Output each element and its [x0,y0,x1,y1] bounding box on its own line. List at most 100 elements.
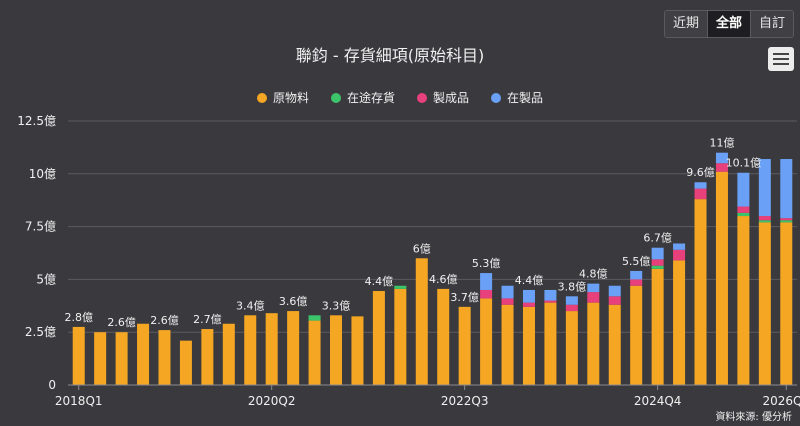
bar-segment [137,323,150,385]
bar-segment [737,172,750,207]
data-label: 6億 [413,242,431,255]
bar-segment [651,265,664,269]
bar-segment [394,285,407,289]
data-label: 3.7億 [450,291,479,304]
bar-segment [651,247,664,260]
bar-segment [480,298,493,385]
legend-item-wip[interactable]: 在製品 [491,89,543,106]
data-label: 4.4億 [515,274,544,287]
bar-segment [694,182,707,189]
bar-segment [758,220,771,223]
menu-line [773,53,789,55]
bar-segment [608,285,621,297]
bar-segment [158,330,171,385]
bar-segment [565,304,578,312]
bar-segment [758,216,771,221]
bar-segment [651,259,664,266]
bar-segment [715,163,728,172]
y-tick-label: 5億 [36,272,56,286]
bar-segment [630,285,643,385]
data-label: 3.8億 [558,280,587,293]
x-tick-label: 2020Q2 [248,394,296,408]
y-tick-label: 7.5億 [25,220,56,234]
bar-segment [222,323,235,385]
x-tick-label: 2024Q4 [634,394,682,408]
legend-item-finished[interactable]: 製成品 [417,89,469,106]
bar-segment [565,311,578,385]
bar-segment [330,315,343,385]
data-label: 9.6億 [686,166,715,179]
y-tick-label: 2.5億 [25,325,56,339]
bar-segment [522,306,535,385]
bar-segment [351,316,364,385]
x-tick-label: 2022Q3 [441,394,489,408]
bar-segment [587,292,600,303]
bar-segment [758,222,771,385]
legend-dot-in-transit [330,92,341,103]
range-all-button[interactable]: 全部 [707,11,751,37]
y-tick-label: 12.5億 [17,114,56,128]
bar-segment [372,291,385,385]
bar-segment [544,302,557,385]
bar-segment [522,302,535,307]
data-label: 4.6億 [429,273,458,286]
hamburger-menu-icon[interactable] [768,47,794,71]
legend-label-in-transit: 在途存貨 [346,91,395,105]
bar-segment [265,313,278,385]
bar-segment [94,332,107,385]
y-tick-label: 10億 [29,167,56,181]
legend-item-in-transit[interactable]: 在途存貨 [330,89,395,106]
chart-title: 聯鈞 - 存貨細項(原始科目) [295,46,485,65]
menu-line [773,63,789,65]
bar-segment [673,249,686,261]
legend-label-raw-material: 原物料 [272,91,309,105]
data-label: 2.7億 [193,313,222,326]
y-tick-label: 0 [48,378,56,392]
data-label: 4.4億 [365,275,394,288]
bar-segment [308,320,321,385]
legend-label-wip: 在製品 [507,91,544,105]
bar-segment [651,268,664,385]
bar-segment [630,270,643,280]
legend-dot-finished [417,92,427,103]
legend-dot-raw-material [256,92,267,103]
range-custom-button[interactable]: 自訂 [750,11,793,37]
data-label: 11億 [709,137,734,150]
bar-segment [608,296,621,305]
bar-segment [501,285,514,299]
data-label: 5.5億 [622,255,651,268]
bar-segment [244,315,257,385]
data-label: 5.3億 [472,257,501,270]
bar-segment [308,315,321,321]
legend-label-finished: 製成品 [433,91,470,105]
bar-segment [694,199,707,385]
bar-segment [780,218,793,221]
bar-segment [72,326,85,385]
bar-segment [737,212,750,217]
bar-segment [673,260,686,385]
data-label: 4.8億 [579,268,608,281]
bar-segment [415,258,428,385]
bar-segment [287,311,300,385]
menu-line [773,58,789,60]
bar-segment [715,152,728,164]
legend-dot-wip [491,92,502,103]
data-label: 3.3億 [322,299,351,312]
data-label: 2.6億 [107,316,136,329]
bar-segment [587,283,600,293]
data-label: 3.6億 [279,295,308,308]
bar-segment [608,304,621,385]
bar-segment [115,332,128,385]
bar-segment [737,206,750,213]
range-recent-button[interactable]: 近期 [664,11,708,37]
x-tick-label: 2026Q2 [762,394,800,408]
bar-segment [715,171,728,385]
time-range-selector: 近期 全部 自訂 [663,10,794,38]
bar-segment [480,289,493,299]
bar-segment [544,300,557,303]
bar-segment [522,289,535,303]
bar-segment [458,306,471,385]
legend-item-raw-material[interactable]: 原物料 [256,89,309,106]
data-label: 2.8億 [64,311,93,324]
bar-segment [437,288,450,385]
